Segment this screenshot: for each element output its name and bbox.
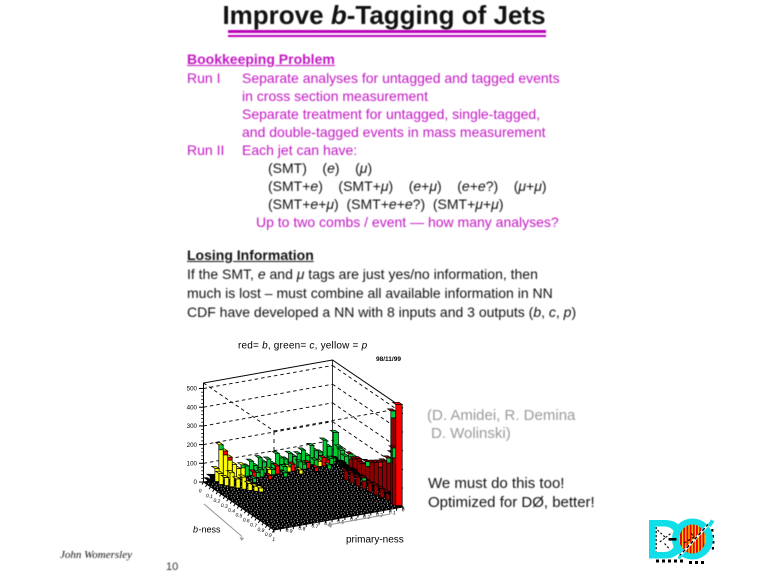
svg-text:400: 400 — [187, 404, 198, 411]
svg-text:0.3: 0.3 — [220, 503, 228, 510]
svg-text:0.3: 0.3 — [362, 514, 370, 521]
svg-text:0.9: 0.9 — [264, 532, 272, 539]
svg-text:1: 1 — [272, 537, 276, 543]
svg-text:98/11/99: 98/11/99 — [376, 356, 401, 363]
svg-text:0.4: 0.4 — [227, 507, 235, 514]
svg-text:200: 200 — [187, 442, 198, 449]
svg-text:0: 0 — [401, 507, 405, 513]
svg-text:500: 500 — [187, 386, 198, 393]
svg-text:0.8: 0.8 — [298, 525, 306, 532]
svg-text:0.5: 0.5 — [235, 512, 243, 519]
svg-text:100: 100 — [187, 461, 198, 468]
svg-text:0.6: 0.6 — [324, 521, 332, 528]
svg-text:0: 0 — [198, 488, 202, 494]
svg-text:0.1: 0.1 — [205, 493, 213, 500]
svg-text:0.4: 0.4 — [350, 516, 358, 523]
svg-text:0.5: 0.5 — [337, 519, 345, 526]
svg-text:primary-ness: primary-ness — [346, 535, 404, 546]
svg-text:0.2: 0.2 — [213, 498, 221, 505]
svg-text:-ness: -ness — [199, 525, 222, 535]
svg-text:0.7: 0.7 — [249, 522, 257, 529]
svg-text:0.2: 0.2 — [375, 512, 383, 519]
svg-text:0.1: 0.1 — [388, 509, 396, 516]
svg-text:0: 0 — [194, 479, 198, 486]
svg-text:300: 300 — [187, 423, 198, 430]
svg-text:0.6: 0.6 — [242, 517, 250, 524]
svg-text:0.9: 0.9 — [285, 528, 293, 535]
svg-text:0.7: 0.7 — [311, 523, 319, 530]
svg-text:0.8: 0.8 — [257, 527, 265, 534]
svg-text:red= b, green= c, yellow = p: red= b, green= c, yellow = p — [238, 341, 368, 352]
svg-text:b: b — [193, 525, 198, 535]
